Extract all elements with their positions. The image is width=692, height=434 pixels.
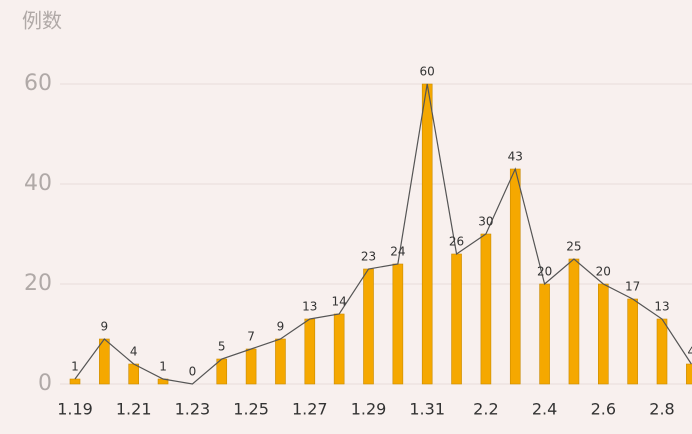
data-label: 1: [71, 360, 79, 374]
y-tick-label: 40: [24, 171, 52, 196]
data-label: 43: [508, 150, 523, 164]
bar: [627, 298, 638, 385]
x-tick-label: 1.27: [292, 400, 328, 419]
data-label: 60: [420, 65, 435, 79]
data-label: 25: [566, 240, 581, 254]
data-label: 9: [277, 320, 285, 334]
bar: [421, 83, 433, 385]
bar: [245, 348, 257, 385]
y-tick-label: 20: [24, 271, 52, 296]
data-label: 20: [537, 265, 552, 279]
data-label: 20: [596, 265, 611, 279]
x-tick-label: 2.8: [649, 400, 674, 419]
x-tick-label: 1.21: [116, 400, 152, 419]
data-label: 0: [189, 365, 197, 379]
bar: [392, 263, 404, 385]
bar: [539, 283, 550, 385]
bar: [333, 313, 345, 385]
trend-line: [74, 83, 692, 385]
data-label: 9: [101, 320, 109, 334]
bar: [480, 233, 492, 385]
chart-title: 例数: [22, 9, 62, 33]
data-label: 1: [159, 360, 167, 374]
bar: [656, 318, 668, 385]
x-tick-label: 2.6: [591, 400, 616, 419]
data-label: 13: [302, 300, 317, 314]
bar: [69, 378, 81, 385]
bar: [304, 318, 316, 385]
bar: [451, 253, 462, 385]
x-tick-label: 1.31: [409, 400, 445, 419]
data-label: 4: [130, 345, 138, 359]
data-label: 24: [390, 245, 405, 259]
x-tick-label: 2.4: [532, 400, 557, 419]
x-tick-label: 1.25: [233, 400, 269, 419]
data-label: 14: [332, 295, 347, 309]
x-tick-label: 1.23: [175, 400, 211, 419]
data-label: 7: [247, 330, 255, 344]
bar: [686, 363, 692, 385]
data-label: 23: [361, 250, 376, 264]
data-label: 30: [478, 215, 493, 229]
y-tick-label: 60: [24, 71, 52, 96]
bar: [128, 363, 139, 385]
bar: [363, 268, 374, 385]
bar: [99, 338, 110, 385]
y-tick-label: 0: [38, 371, 52, 396]
data-label: 17: [625, 280, 640, 294]
bar: [568, 258, 580, 385]
bar: [275, 338, 286, 385]
data-label: 5: [218, 340, 226, 354]
data-label: 13: [654, 300, 669, 314]
bar: [597, 283, 609, 385]
data-label: 4: [688, 345, 692, 359]
x-tick-label: 2.2: [473, 400, 498, 419]
bar: [509, 168, 521, 385]
x-tick-label: 1.29: [351, 400, 387, 419]
x-tick-label: 1.19: [57, 400, 93, 419]
data-label: 26: [449, 235, 464, 249]
